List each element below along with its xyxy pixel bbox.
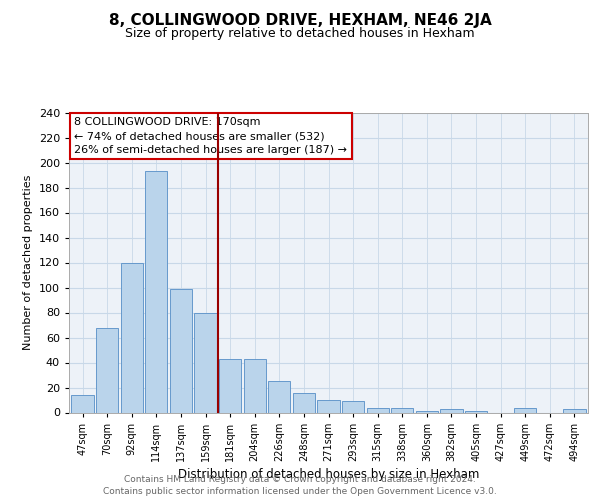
Bar xyxy=(440,409,463,412)
Text: Size of property relative to detached houses in Hexham: Size of property relative to detached ho… xyxy=(125,28,475,40)
Bar xyxy=(514,408,536,412)
Y-axis label: Number of detached properties: Number of detached properties xyxy=(23,175,33,350)
Text: Contains HM Land Registry data © Crown copyright and database right 2024.
Contai: Contains HM Land Registry data © Crown c… xyxy=(103,474,497,496)
Bar xyxy=(342,401,364,412)
Bar xyxy=(416,411,438,412)
Bar xyxy=(219,359,241,412)
Bar xyxy=(121,262,143,412)
Bar xyxy=(367,408,389,412)
Text: 8, COLLINGWOOD DRIVE, HEXHAM, NE46 2JA: 8, COLLINGWOOD DRIVE, HEXHAM, NE46 2JA xyxy=(109,12,491,28)
Bar xyxy=(391,408,413,412)
Text: 8 COLLINGWOOD DRIVE: 170sqm
← 74% of detached houses are smaller (532)
26% of se: 8 COLLINGWOOD DRIVE: 170sqm ← 74% of det… xyxy=(74,117,347,155)
Bar xyxy=(293,392,315,412)
Bar xyxy=(170,289,192,412)
Bar xyxy=(465,411,487,412)
Bar xyxy=(71,395,94,412)
Bar xyxy=(96,328,118,412)
Bar xyxy=(244,359,266,412)
X-axis label: Distribution of detached houses by size in Hexham: Distribution of detached houses by size … xyxy=(178,468,479,481)
Bar xyxy=(317,400,340,412)
Bar xyxy=(563,409,586,412)
Bar xyxy=(194,312,217,412)
Bar xyxy=(145,172,167,412)
Bar xyxy=(268,381,290,412)
